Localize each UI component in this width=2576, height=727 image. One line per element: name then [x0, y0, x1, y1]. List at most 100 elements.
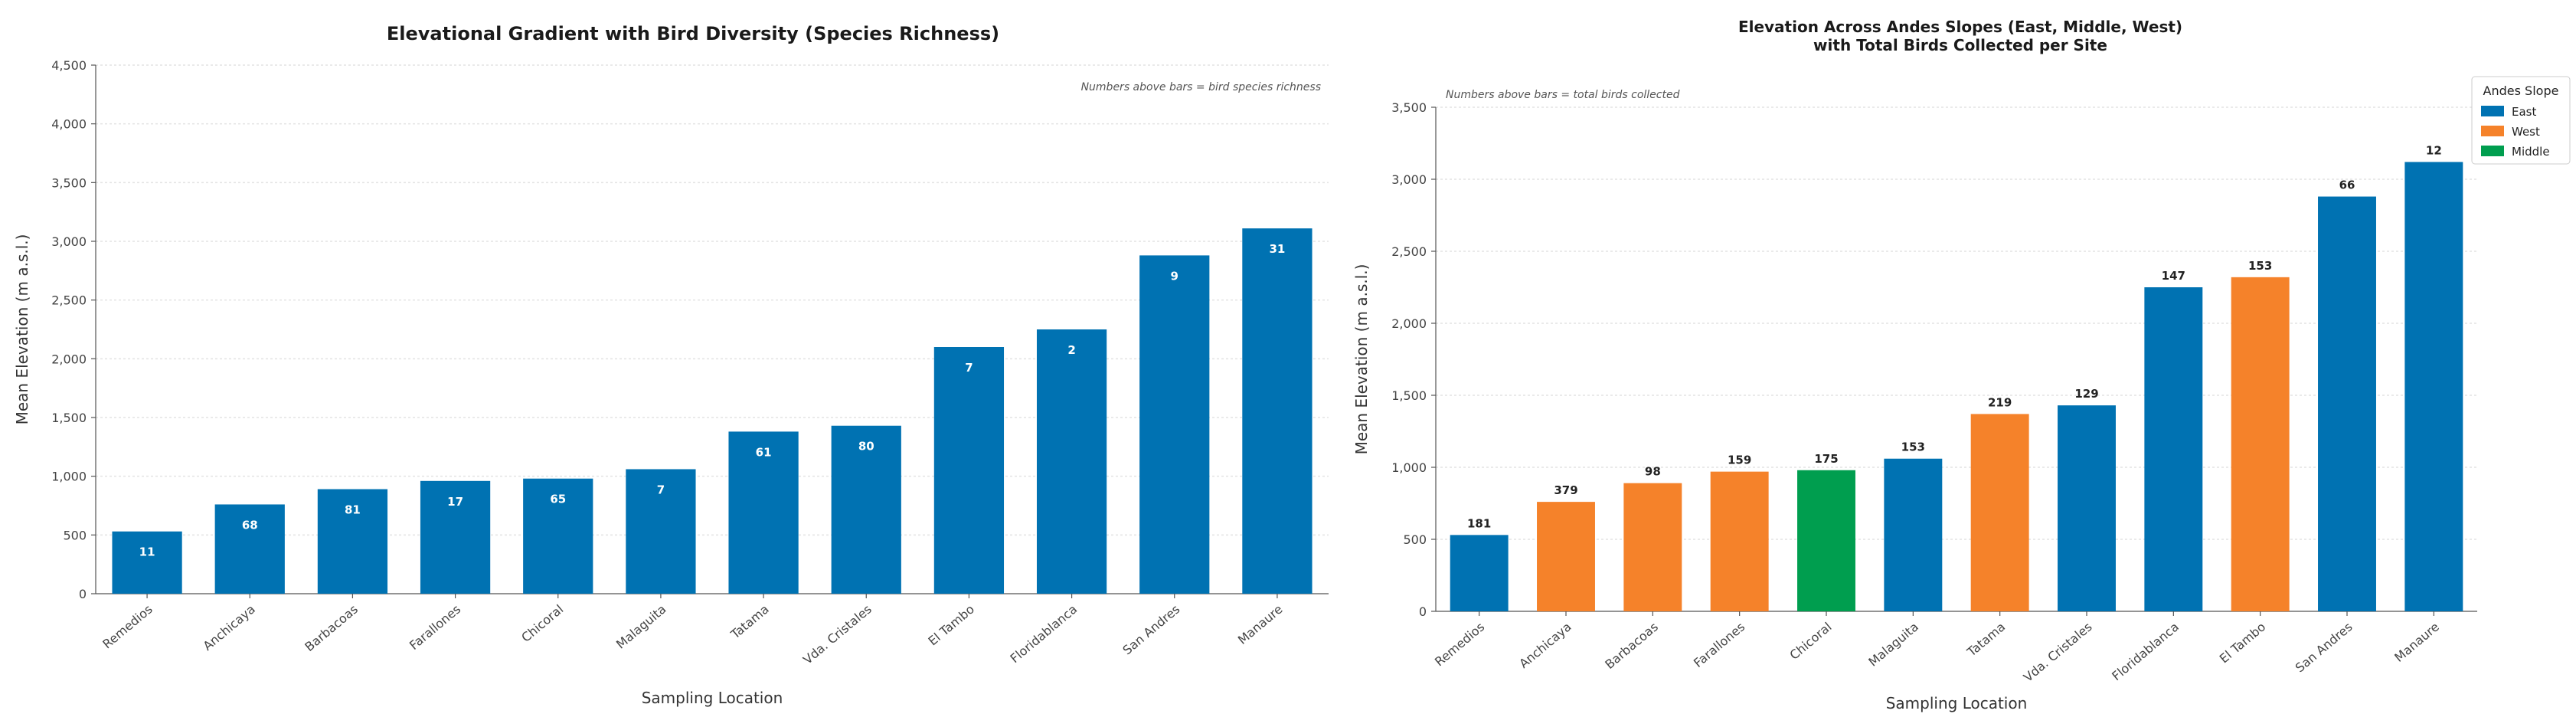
bar: [831, 425, 901, 594]
bar: [1797, 470, 1855, 611]
legend-title: Andes Slope: [2483, 84, 2559, 98]
x-tick-label: Remedios: [1432, 620, 1487, 670]
x-tick-label: Tatama: [727, 602, 772, 643]
x-tick-label: Farallones: [407, 602, 463, 653]
chart-panel-right: Elevation Across Andes Slopes (East, Mid…: [1332, 0, 2576, 727]
elevation-slopes-chart: Elevation Across Andes Slopes (East, Mid…: [1352, 18, 2571, 712]
legend: Andes Slope East West Middle: [2471, 76, 2571, 165]
chart-panel-left: Elevational Gradient with Bird Diversity…: [13, 23, 1329, 707]
y-tick-label: 2,500: [1391, 244, 1427, 259]
legend-swatch: [2481, 126, 2504, 136]
y-axis-label: Mean Elevation (m a.s.l.): [13, 234, 31, 425]
y-axis-label: Mean Elevation (m a.s.l.): [1352, 264, 1371, 455]
bar: [1139, 255, 1210, 594]
bar-value-label: 31: [1269, 242, 1285, 256]
x-tick-label-group: Barbacoas: [302, 602, 361, 655]
x-tick-label-group: Floridablanca: [2109, 620, 2182, 684]
x-tick-label: Chicoral: [1787, 620, 1834, 663]
x-tick-label-group: El Tambo: [2217, 620, 2268, 666]
x-tick-label: Barbacoas: [302, 602, 361, 655]
x-tick-label: El Tambo: [2217, 620, 2268, 666]
bar: [2058, 405, 2116, 611]
x-tick-label-group: Floridablanca: [1008, 602, 1080, 666]
x-tick-label: Vda. Cristales: [2021, 620, 2095, 685]
x-tick-label: Malaguita: [1865, 620, 1921, 670]
x-tick-label-group: Tatama: [727, 602, 772, 643]
x-tick-label: Floridablanca: [2109, 620, 2182, 684]
x-tick-label: San Andres: [1120, 602, 1183, 658]
x-tick-label: Malaguita: [613, 602, 669, 652]
bar: [728, 431, 799, 594]
x-tick-label-group: Tatama: [1964, 620, 2009, 660]
x-tick-label: Barbacoas: [1602, 620, 1661, 673]
y-tick-label: 4,000: [51, 117, 87, 132]
bar: [523, 478, 593, 594]
bar: [626, 469, 696, 594]
bar: [420, 480, 491, 594]
y-tick-label: 1,000: [1391, 460, 1427, 475]
x-tick-label-group: El Tambo: [926, 602, 977, 649]
x-tick-label-group: Vda. Cristales: [800, 602, 874, 667]
bar-value-label: 159: [1728, 454, 1751, 467]
chart-annotation: Numbers above bars = total birds collect…: [1446, 89, 1680, 101]
bar-value-label: 12: [2426, 143, 2442, 157]
x-tick-label-group: Farallones: [1691, 620, 1747, 671]
x-tick-label-group: Chicoral: [518, 602, 566, 645]
y-tick-label: 0: [1419, 604, 1427, 619]
legend-entry-label: Middle: [2512, 145, 2550, 159]
bar-value-label: 9: [1171, 269, 1178, 283]
bar: [317, 489, 388, 594]
bar-value-label: 80: [858, 440, 874, 454]
bar-value-label: 175: [1814, 452, 1838, 466]
y-tick-label: 4,500: [51, 58, 87, 73]
bar: [1710, 471, 1769, 611]
x-tick-label-group: Malaguita: [613, 602, 669, 652]
bar-value-label: 2: [1067, 343, 1075, 357]
bar: [112, 531, 182, 594]
y-tick-label: 500: [63, 528, 87, 542]
x-tick-label: El Tambo: [926, 602, 977, 649]
legend-entry-label: East: [2512, 105, 2536, 119]
x-tick-label: Anchicaya: [201, 602, 258, 653]
bar-value-label: 61: [756, 445, 772, 459]
bar: [1036, 329, 1107, 594]
bar: [1242, 228, 1313, 594]
y-tick-label: 3,500: [51, 175, 87, 190]
x-tick-label-group: Remedios: [1432, 620, 1487, 670]
x-tick-label: Vda. Cristales: [800, 602, 874, 667]
bar: [1537, 502, 1595, 611]
bar-value-label: 81: [345, 503, 361, 517]
y-tick-label: 0: [79, 587, 87, 601]
x-tick-label: Chicoral: [518, 602, 566, 645]
bar: [2144, 287, 2203, 611]
bar-value-label: 7: [965, 361, 973, 375]
bar-value-label: 147: [2162, 269, 2185, 283]
bar-value-label: 219: [1988, 395, 2012, 409]
chart-annotation: Numbers above bars = bird species richne…: [1081, 81, 1321, 93]
x-tick-label-group: Manaure: [1235, 602, 1286, 647]
y-axis-label-group: Mean Elevation (m a.s.l.): [13, 234, 31, 425]
x-axis-label: Sampling Location: [1886, 694, 2028, 712]
chart-title: Elevational Gradient with Bird Diversity…: [387, 23, 999, 44]
x-axis-label: Sampling Location: [642, 689, 783, 707]
x-tick-label-group: San Andres: [2293, 620, 2355, 676]
y-tick-label: 3,000: [1391, 172, 1427, 187]
x-tick-label-group: Farallones: [407, 602, 463, 653]
x-tick-label: Farallones: [1691, 620, 1747, 671]
bar: [2231, 277, 2290, 611]
chart-title: Elevation Across Andes Slopes (East, Mid…: [1738, 18, 2182, 36]
x-tick-label-group: Barbacoas: [1602, 620, 1661, 673]
x-tick-label-group: Manaure: [2391, 620, 2442, 665]
bar: [1623, 483, 1682, 611]
bar: [2318, 196, 2376, 611]
x-tick-label: San Andres: [2293, 620, 2355, 676]
x-tick-label-group: Anchicaya: [201, 602, 258, 653]
x-tick-label: Manaure: [2391, 620, 2442, 665]
elevation-richness-chart: Elevational Gradient with Bird Diversity…: [13, 23, 1329, 707]
legend-entry-label: West: [2512, 125, 2540, 139]
y-tick-label: 2,000: [1391, 316, 1427, 331]
y-tick-label: 1,000: [51, 470, 87, 484]
y-tick-label: 2,500: [51, 293, 87, 308]
bar-value-label: 11: [139, 545, 155, 559]
bar-value-label: 68: [242, 518, 258, 532]
